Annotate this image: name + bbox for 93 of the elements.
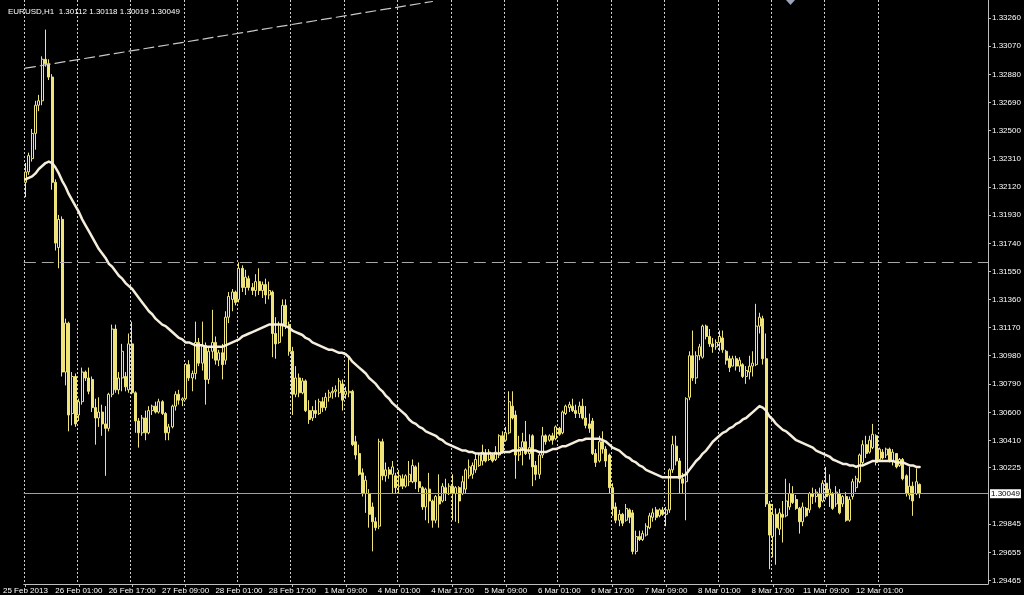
y-tick-label: 1.30980 [992,351,1022,361]
y-tick-label: 1.32500 [992,125,1022,135]
y-tick-label: 1.29655 [992,547,1022,557]
x-tick-label: 1 Mar 09:00 [324,585,368,595]
y-tick-label: 1.30790 [992,379,1022,389]
candlestick [658,507,661,518]
y-tick-label: 1.31740 [992,238,1022,248]
y-tick-label: 1.31930 [992,210,1022,220]
candlestick [631,509,634,555]
ref-line-label: 1.30049 [991,489,1021,499]
y-tick-label: 1.30600 [992,407,1022,417]
candlestick [554,424,557,441]
y-tick-label: 1.29465 [992,575,1022,585]
candlestick [625,503,628,523]
candlestick [718,330,721,352]
x-tick-label: 7 Mar 09:00 [644,585,688,595]
candlestick [501,430,504,455]
candlestick [157,398,160,415]
candlestick [398,469,401,495]
candlestick [74,373,77,428]
x-tick-label: 6 Mar 17:00 [591,585,635,595]
candlestick [748,355,751,380]
candlestick [121,343,124,392]
candlestick [721,330,724,354]
candlestick [408,460,411,487]
x-tick-label: 8 Mar 01:00 [698,585,742,595]
candlestick [114,324,117,394]
x-tick-label: 4 Mar 17:00 [431,585,475,595]
candlestick [481,444,484,466]
y-tick-label: 1.32690 [992,97,1022,107]
candlestick [451,473,454,521]
y-tick-label: 1.33260 [992,13,1022,23]
y-tick-label: 1.30225 [992,463,1022,473]
candlestick [318,398,321,416]
x-tick-label: 26 Feb 01:00 [55,585,103,595]
x-tick-label: 11 Mar 09:00 [802,585,851,595]
y-tick-label: 1.29845 [992,519,1022,529]
candlestick [321,396,324,413]
y-tick-label: 1.30410 [992,435,1022,445]
x-tick-label: 27 Feb 09:00 [162,585,210,595]
y-tick-label: 1.32120 [992,182,1022,192]
y-tick-label: 1.31360 [992,294,1022,304]
candlestick [391,460,394,495]
candlestick [881,448,884,460]
x-tick-label: 6 Mar 01:00 [537,585,582,595]
candlestick [885,447,888,459]
line-series [24,160,921,479]
candlestick [838,488,841,515]
candlestick [67,321,70,432]
candlestick [154,401,157,415]
x-tick-label: 28 Feb 01:00 [215,585,264,595]
candlestick [237,261,240,303]
candlestick [324,392,327,412]
candlestick [401,473,404,490]
candlestick [701,324,704,360]
candlestick [568,401,571,413]
y-tick-label: 1.32310 [992,154,1022,164]
y-tick-label: 1.31550 [992,266,1022,276]
candlestick [144,410,147,441]
x-tick-label: 25 Feb 2013 [2,585,49,595]
candlestick [775,507,778,566]
candlestick [314,399,317,419]
candlestick [578,401,581,419]
candlestick [845,491,848,523]
candlestick [244,269,247,296]
candlestick [444,478,447,502]
candlestick [438,473,441,529]
candlestick [498,433,501,459]
candlestick [655,506,658,521]
candlestick [341,378,344,412]
candlestick [888,447,891,463]
text: EURUSD,H1 1.30112 1.30118 1.30019 1.30049 [8,6,181,16]
x-tick-label: 26 Feb 17:00 [108,585,157,595]
candlestick [488,448,491,462]
candlestick [264,278,267,305]
x-tick-label: 28 Feb 17:00 [268,585,317,595]
y-tick-label: 1.32880 [992,69,1022,79]
candlestick [531,433,534,487]
candlestick [428,472,431,524]
y-tick-label: 1.31170 [992,323,1021,333]
candlestick [598,435,601,463]
candlestick [891,448,894,466]
y-tick-label: 1.33070 [992,41,1022,51]
x-tick-label: 5 Mar 09:00 [484,585,528,595]
candlestick [808,491,811,514]
candlestick [378,438,381,530]
candlestick [331,386,334,400]
x-tick-label: 4 Mar 01:00 [377,585,422,595]
x-tick-label: 8 Mar 17:00 [751,585,795,595]
candlestick [548,433,551,443]
candlestick [735,355,738,372]
x-tick-label: 12 Mar 01:00 [856,585,904,595]
candlestick [258,267,261,296]
